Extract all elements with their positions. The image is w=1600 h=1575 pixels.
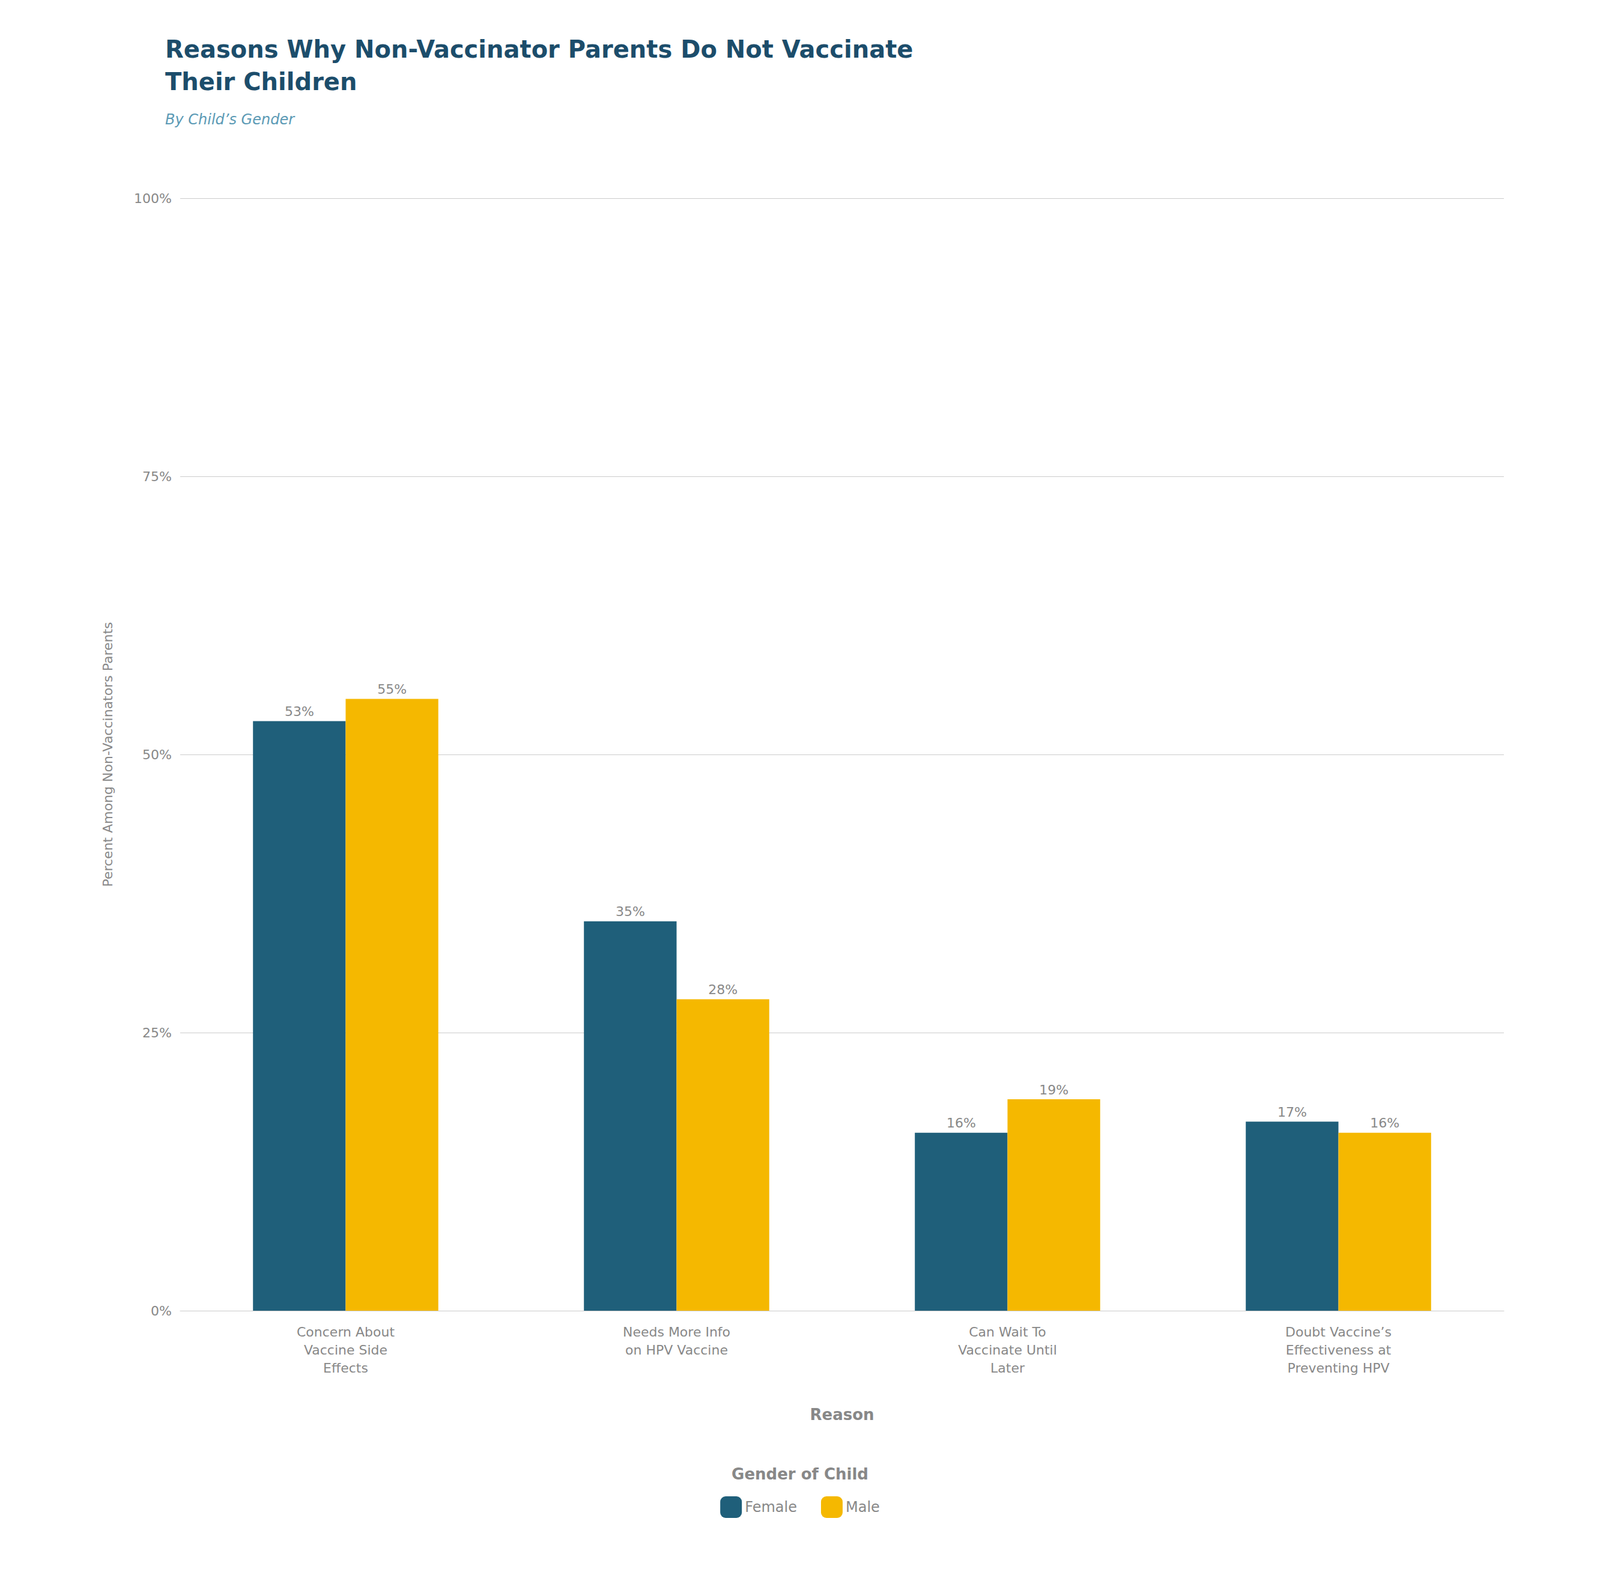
svg-text:Concern About: Concern About (296, 1324, 395, 1340)
svg-text:Reason: Reason (809, 1405, 874, 1424)
svg-text:Their Children: Their Children (165, 67, 357, 96)
svg-text:17%: 17% (1277, 1104, 1307, 1120)
svg-text:75%: 75% (142, 469, 172, 485)
svg-text:28%: 28% (708, 981, 738, 997)
svg-text:Can Wait To: Can Wait To (968, 1324, 1047, 1340)
svg-text:Doubt Vaccine’s: Doubt Vaccine’s (1285, 1324, 1392, 1340)
svg-text:on HPV Vaccine: on HPV Vaccine (625, 1342, 728, 1358)
svg-text:100%: 100% (133, 190, 172, 207)
svg-text:35%: 35% (615, 903, 646, 919)
svg-text:Effects: Effects (323, 1360, 369, 1376)
svg-text:16%: 16% (946, 1115, 976, 1131)
svg-text:55%: 55% (377, 681, 407, 697)
svg-text:16%: 16% (1369, 1115, 1400, 1131)
svg-text:53%: 53% (284, 703, 315, 719)
svg-text:Effectiveness at: Effectiveness at (1285, 1342, 1392, 1358)
svg-text:Vaccine Side: Vaccine Side (303, 1342, 388, 1358)
svg-text:25%: 25% (142, 1025, 172, 1041)
svg-text:19%: 19% (1039, 1082, 1069, 1098)
svg-text:50%: 50% (142, 747, 172, 763)
svg-text:Percent Among Non-Vaccinators: Percent Among Non-Vaccinators Parents (100, 621, 116, 887)
svg-text:By Child’s Gender: By Child’s Gender (165, 111, 296, 128)
svg-text:Female: Female (744, 1498, 797, 1516)
svg-text:0%: 0% (150, 1303, 172, 1319)
svg-text:Needs More Info: Needs More Info (622, 1324, 731, 1340)
svg-text:Gender of Child: Gender of Child (731, 1464, 869, 1483)
svg-text:Male: Male (845, 1498, 880, 1516)
svg-text:Later: Later (990, 1360, 1026, 1376)
svg-text:Vaccinate Until: Vaccinate Until (957, 1342, 1058, 1358)
svg-text:Reasons Why Non-Vaccinator Par: Reasons Why Non-Vaccinator Parents Do No… (165, 35, 913, 64)
svg-text:Preventing HPV: Preventing HPV (1287, 1360, 1390, 1376)
